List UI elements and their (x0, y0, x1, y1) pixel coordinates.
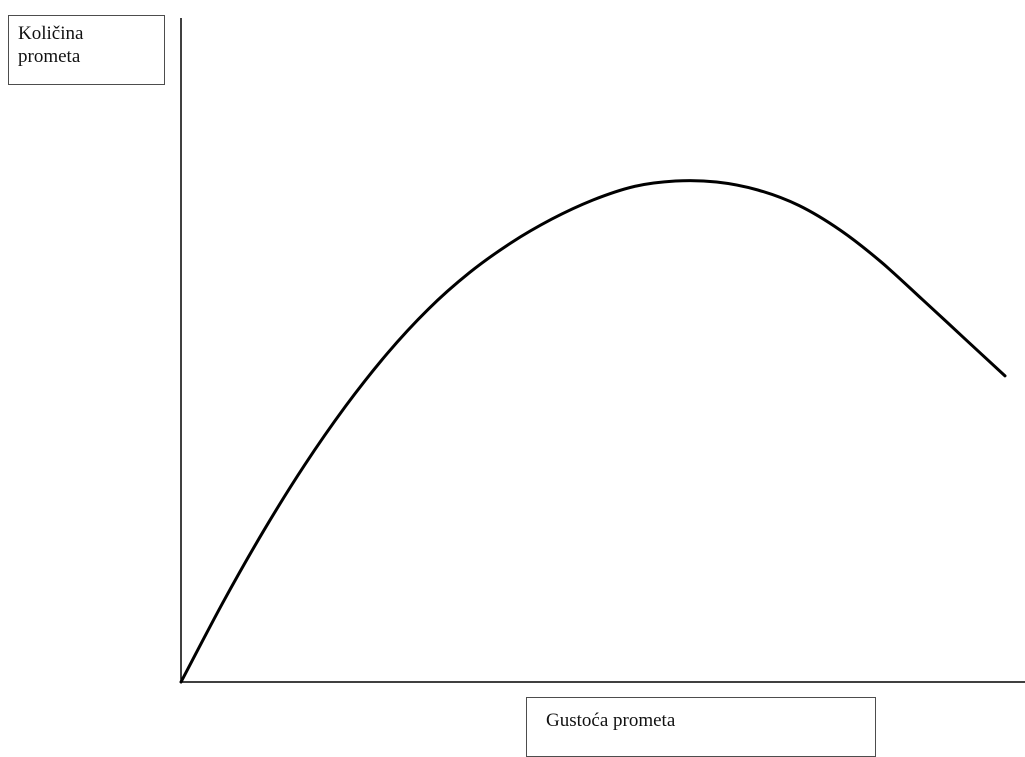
x-axis-label: Gustoća prometa (546, 710, 676, 731)
flow-density-curve (179, 179, 1007, 684)
y-axis-label-line-2: prometa (18, 46, 81, 67)
y-axis-label-box: Količina prometa (8, 15, 165, 85)
x-axis-label-box: Gustoća prometa (526, 697, 876, 757)
y-axis-label-line-1: Količina (18, 23, 84, 44)
